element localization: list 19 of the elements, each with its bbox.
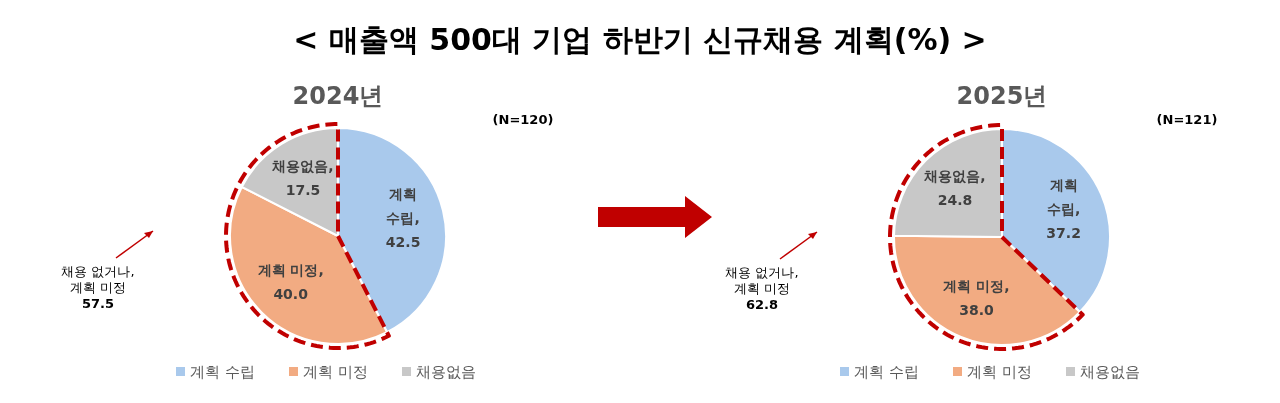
text: 채용 없거나, 계획 미정 57.5	[61, 264, 135, 311]
chart-subtitle: 2025년	[956, 82, 1048, 110]
data-label: 채용없음, 24.8	[923, 168, 986, 209]
legend-label: 채용없음	[1080, 363, 1140, 381]
text: (N=120)	[492, 112, 554, 127]
legend-label: 계획 미정	[967, 363, 1032, 381]
legend-label: 채용없음	[416, 363, 476, 381]
chart-subtitle: 2024년	[292, 82, 384, 110]
data-label: 계획 미정, 40.0	[257, 262, 324, 303]
data-label: 채용없음, 17.5	[271, 157, 334, 198]
legend-label: 계획 수립	[854, 363, 919, 381]
legend-label: 계획 미정	[303, 363, 368, 381]
text: (N=121)	[1156, 112, 1218, 127]
legend-label: 계획 수립	[190, 363, 255, 381]
data-label: 계획 수립, 42.5	[385, 186, 421, 251]
text: 채용 없거나, 계획 미정 62.8	[725, 265, 799, 312]
data-label: 계획 미정, 38.0	[943, 277, 1010, 318]
text: < 매출액 500대 기업 하반기 신규채용 계획(%) >	[293, 22, 987, 57]
data-label: 계획 수립, 37.2	[1046, 176, 1081, 241]
